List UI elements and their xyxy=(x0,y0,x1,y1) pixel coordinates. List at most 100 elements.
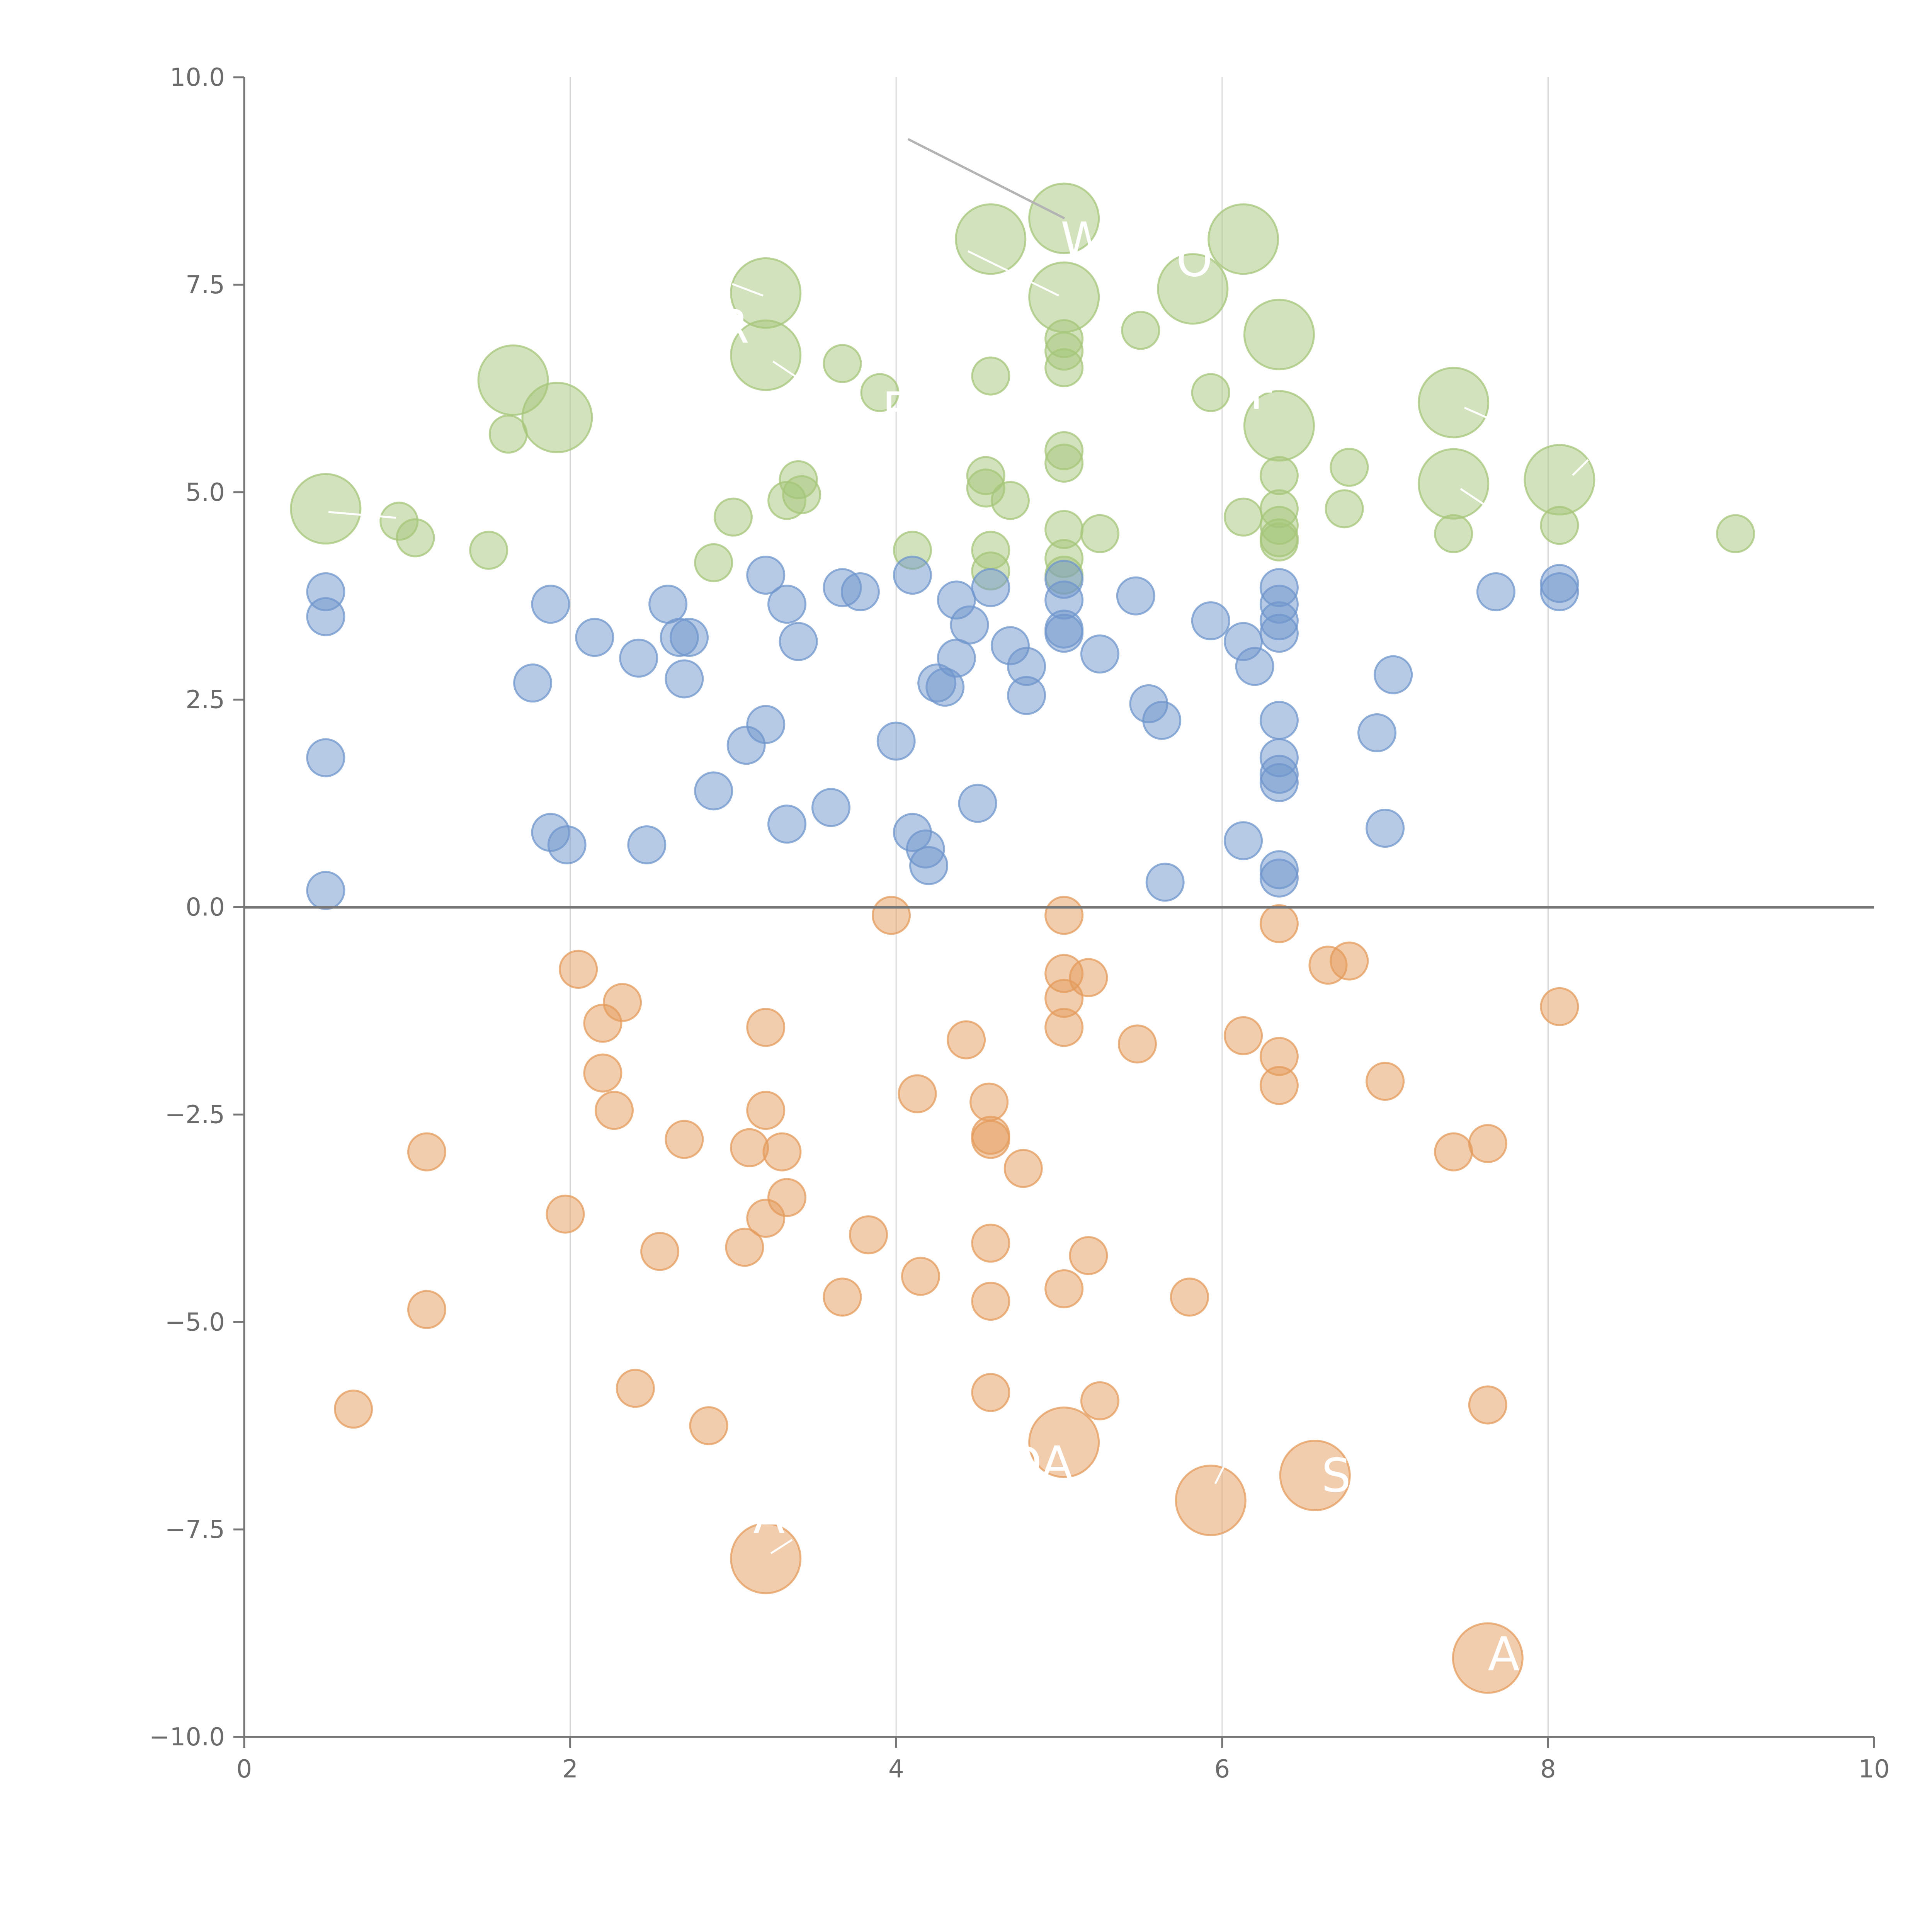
green-bubble xyxy=(1243,299,1315,371)
y-tick-label: −2.5 xyxy=(165,1100,225,1129)
green-bubble xyxy=(1259,522,1299,562)
green-bubble xyxy=(1540,506,1579,545)
orange-bubble xyxy=(762,1132,802,1172)
orange-bubble xyxy=(665,1120,704,1159)
blue-bubble xyxy=(665,659,704,699)
orange-bubble xyxy=(1224,1016,1263,1055)
orange-bubble xyxy=(1080,1381,1119,1420)
green-bubble xyxy=(694,543,733,582)
orange-bubble xyxy=(1468,1124,1507,1163)
annotation-leader-tick xyxy=(770,1539,793,1554)
orange-bubble xyxy=(746,1008,786,1047)
green-bubble xyxy=(990,481,1030,520)
blue-bubble xyxy=(1259,701,1299,740)
blue-bubble xyxy=(1357,713,1397,753)
blue-bubble xyxy=(893,556,932,595)
bubble-annotation-label: S xyxy=(1321,1449,1351,1503)
orange-bubble xyxy=(407,1290,446,1329)
blue-bubble xyxy=(648,585,688,624)
y-tick-label: −10.0 xyxy=(149,1723,225,1752)
blue-bubble xyxy=(1540,572,1579,611)
annotation-leader-tick xyxy=(1572,459,1589,476)
blue-bubble xyxy=(840,572,880,611)
orange-bubble xyxy=(1434,1132,1473,1172)
x-tick-label: 2 xyxy=(562,1755,578,1784)
orange-bubble xyxy=(594,1091,634,1130)
orange-bubble xyxy=(730,1128,769,1167)
annotation-leader-tick xyxy=(1214,1460,1228,1485)
blue-bubble xyxy=(306,871,345,910)
green-bubble xyxy=(955,203,1027,275)
blue-bubble xyxy=(619,638,658,678)
orange-bubble xyxy=(725,1228,764,1267)
bubble-annotation-label: AI xyxy=(1488,1628,1533,1681)
green-bubble xyxy=(1121,311,1160,350)
blue-bubble xyxy=(746,556,786,595)
annotation-leader-tick xyxy=(1464,406,1500,424)
green-bubble xyxy=(1325,489,1364,529)
y-tick-label: 7.5 xyxy=(185,271,225,299)
green-bubble xyxy=(1191,373,1230,412)
blue-bubble xyxy=(971,568,1010,607)
blue-bubble xyxy=(1374,655,1413,694)
orange-bubble xyxy=(1259,904,1299,943)
orange-bubble xyxy=(640,1232,680,1271)
green-bubble xyxy=(469,531,509,570)
green-bubble xyxy=(1044,348,1084,388)
blue-bubble xyxy=(1080,634,1119,674)
blue-bubble xyxy=(876,721,916,761)
blue-bubble xyxy=(1476,572,1515,611)
annotation-leader-line xyxy=(907,138,1065,219)
orange-bubble xyxy=(334,1389,373,1429)
orange-bubble xyxy=(898,1074,937,1114)
blue-bubble xyxy=(767,585,807,624)
green-bubble xyxy=(1434,514,1473,553)
orange-bubble xyxy=(901,1257,940,1296)
blue-bubble xyxy=(1259,614,1299,653)
blue-bubble xyxy=(1259,763,1299,802)
orange-bubble xyxy=(1069,1236,1108,1275)
orange-bubble xyxy=(971,1223,1010,1263)
orange-bubble xyxy=(971,1120,1010,1159)
annotation-leader-tick xyxy=(1460,488,1485,505)
orange-bubble xyxy=(583,1053,622,1093)
orange-bubble xyxy=(971,1373,1010,1412)
green-bubble xyxy=(1716,514,1755,553)
annotation-leader-tick xyxy=(1286,235,1314,241)
blue-bubble xyxy=(937,638,976,678)
green-bubble xyxy=(713,497,753,537)
green-bubble xyxy=(971,356,1010,396)
y-tick-label: 5.0 xyxy=(185,478,225,507)
green-bubble xyxy=(823,344,862,383)
orange-bubble xyxy=(1366,1061,1405,1101)
orange-bubble xyxy=(1330,941,1369,981)
orange-bubble xyxy=(823,1277,862,1317)
orange-bubble xyxy=(767,1178,807,1217)
orange-bubble xyxy=(1175,1464,1247,1536)
bubble-annotation-label: F xyxy=(1250,366,1276,420)
blue-bubble xyxy=(1366,808,1405,848)
blue-bubble xyxy=(1259,858,1299,898)
blue-bubble xyxy=(1145,862,1185,902)
blue-bubble xyxy=(531,585,570,624)
orange-bubble xyxy=(1117,1024,1157,1064)
blue-bubble xyxy=(306,597,345,636)
bubble-annotation-label: DA xyxy=(1006,1437,1073,1490)
annotation-labels: R P W O F DA S A AI xyxy=(717,213,1533,1681)
bubble-annotation-label: W xyxy=(1061,213,1107,267)
orange-bubble xyxy=(1259,1066,1299,1105)
blue-bubble xyxy=(1142,701,1182,740)
blue-bubble xyxy=(306,738,345,777)
green-bubble xyxy=(1330,447,1369,487)
blue-bubble xyxy=(513,663,553,703)
orange-bubble xyxy=(407,1132,446,1172)
blue-bubble xyxy=(1191,601,1230,641)
orange-bubble xyxy=(546,1194,585,1234)
green-bubble xyxy=(396,518,435,558)
orange-bubble xyxy=(971,1282,1010,1321)
green-bubble xyxy=(1044,444,1084,483)
green-bubble xyxy=(1208,203,1279,275)
x-tick-label: 10 xyxy=(1858,1755,1889,1784)
orange-bubble xyxy=(603,983,642,1022)
x-tick-label: 4 xyxy=(888,1755,904,1784)
